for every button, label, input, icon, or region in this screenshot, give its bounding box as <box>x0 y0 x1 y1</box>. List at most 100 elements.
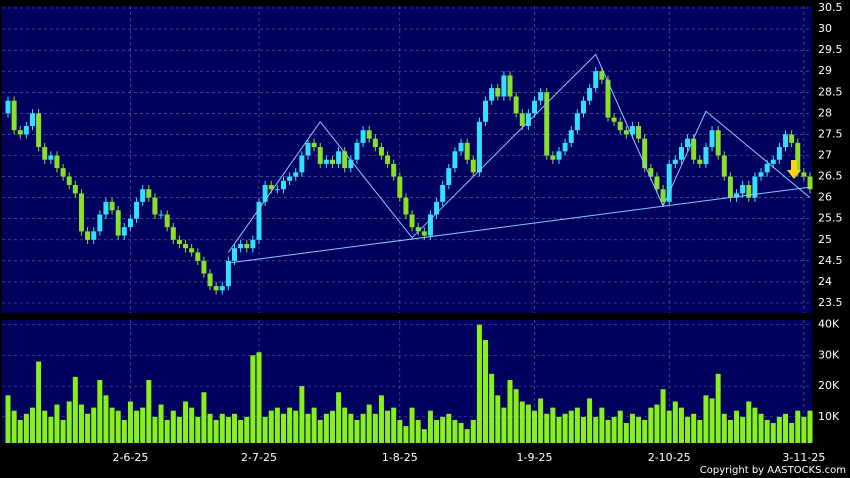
candle-body <box>568 130 574 143</box>
volume-bar <box>134 410 140 443</box>
volume-bar <box>458 423 464 443</box>
candle-body <box>11 100 17 131</box>
candle-body <box>348 159 354 169</box>
volume-bar <box>140 407 146 443</box>
volume-bar <box>213 419 219 443</box>
volume-bar <box>97 379 103 443</box>
volume-bar <box>770 423 776 443</box>
candle-body <box>256 201 262 240</box>
volume-bar <box>256 352 262 443</box>
y-tick-label: 25 <box>818 233 832 246</box>
candle-body <box>770 159 776 164</box>
volume-bar <box>201 392 207 443</box>
candle-body <box>470 159 476 173</box>
candle-body <box>789 134 795 143</box>
candle-body <box>452 151 458 169</box>
volume-bar <box>115 410 121 443</box>
volume-bar <box>685 416 691 443</box>
candle-body <box>274 189 280 191</box>
candle-body <box>507 75 513 97</box>
volume-bar <box>758 413 764 443</box>
y-tick-label: 23.5 <box>818 296 843 309</box>
volume-bar <box>385 410 391 443</box>
candle-body <box>121 227 127 236</box>
volume-bar <box>23 413 29 443</box>
candle-body <box>709 130 715 148</box>
candle-body <box>342 151 348 169</box>
signal-arrow <box>787 160 801 179</box>
x-tick-label: 2-10-25 <box>648 451 691 464</box>
volume-bar <box>434 419 440 443</box>
volume-bar <box>366 404 372 443</box>
volume-bar <box>11 410 17 443</box>
volume-bar <box>5 395 11 443</box>
candle-body <box>109 201 115 211</box>
candle-body <box>60 168 66 177</box>
candle-body <box>354 142 360 160</box>
trend-line <box>228 186 811 264</box>
candle-body <box>489 88 495 101</box>
volume-bar <box>66 401 72 443</box>
volume-bar <box>807 410 813 443</box>
candle-body <box>721 155 727 177</box>
candle-body <box>703 147 709 164</box>
candle-body <box>666 163 672 202</box>
candle-body <box>685 138 691 148</box>
candle-body <box>250 239 256 249</box>
volume-bar <box>489 373 495 443</box>
volume-bar <box>60 419 66 443</box>
y-tick-label: 28 <box>818 106 832 119</box>
volume-bar <box>317 419 323 443</box>
candle-body <box>403 197 409 215</box>
volume-bar <box>464 429 470 443</box>
volume-bar <box>36 361 42 443</box>
volume-bar <box>244 416 250 443</box>
candle-body <box>158 214 164 216</box>
volume-bar <box>629 413 635 443</box>
y-tick-label: 29 <box>818 64 832 77</box>
volume-bar <box>391 407 397 443</box>
volume-bar <box>654 404 660 443</box>
candle-body <box>562 142 568 152</box>
candle-body <box>66 176 72 185</box>
candle-body <box>164 214 170 228</box>
candle-body <box>293 172 299 177</box>
volume-bar <box>801 416 807 443</box>
x-tick-label: 1-9-25 <box>517 451 553 464</box>
volume-bar <box>164 419 170 443</box>
candle-body <box>556 151 562 160</box>
candle-body <box>317 147 323 164</box>
volume-bar <box>562 413 568 443</box>
volume-bar <box>287 407 293 443</box>
candle-body <box>127 218 133 228</box>
volume-bar <box>189 407 195 443</box>
candle-body <box>213 286 219 291</box>
volume-bar <box>336 392 342 443</box>
volume-bar <box>121 419 127 443</box>
candle-body <box>580 100 586 114</box>
candle-body <box>329 159 335 164</box>
volume-bar <box>697 419 703 443</box>
candle-body <box>599 71 605 80</box>
volume-bar <box>421 429 427 443</box>
candle-body <box>391 163 397 177</box>
volume-bar <box>789 423 795 443</box>
candle-body <box>672 159 678 164</box>
volume-bar <box>219 413 225 443</box>
volume-bar <box>495 395 501 443</box>
candle-body <box>801 172 807 177</box>
y-tick-label: 26.5 <box>818 170 843 183</box>
candle-body <box>464 142 470 160</box>
candle-body <box>427 214 433 236</box>
volume-bar <box>329 410 335 443</box>
candle-body <box>238 244 244 249</box>
y-tick-label: 27.5 <box>818 127 843 140</box>
candle-body <box>697 159 703 164</box>
volume-bar <box>440 416 446 443</box>
candle-body <box>97 214 103 232</box>
candle-body <box>305 142 311 156</box>
candle-body <box>648 168 654 177</box>
volume-bar <box>238 419 244 443</box>
candle-body <box>740 185 746 194</box>
volume-bar <box>262 416 268 443</box>
